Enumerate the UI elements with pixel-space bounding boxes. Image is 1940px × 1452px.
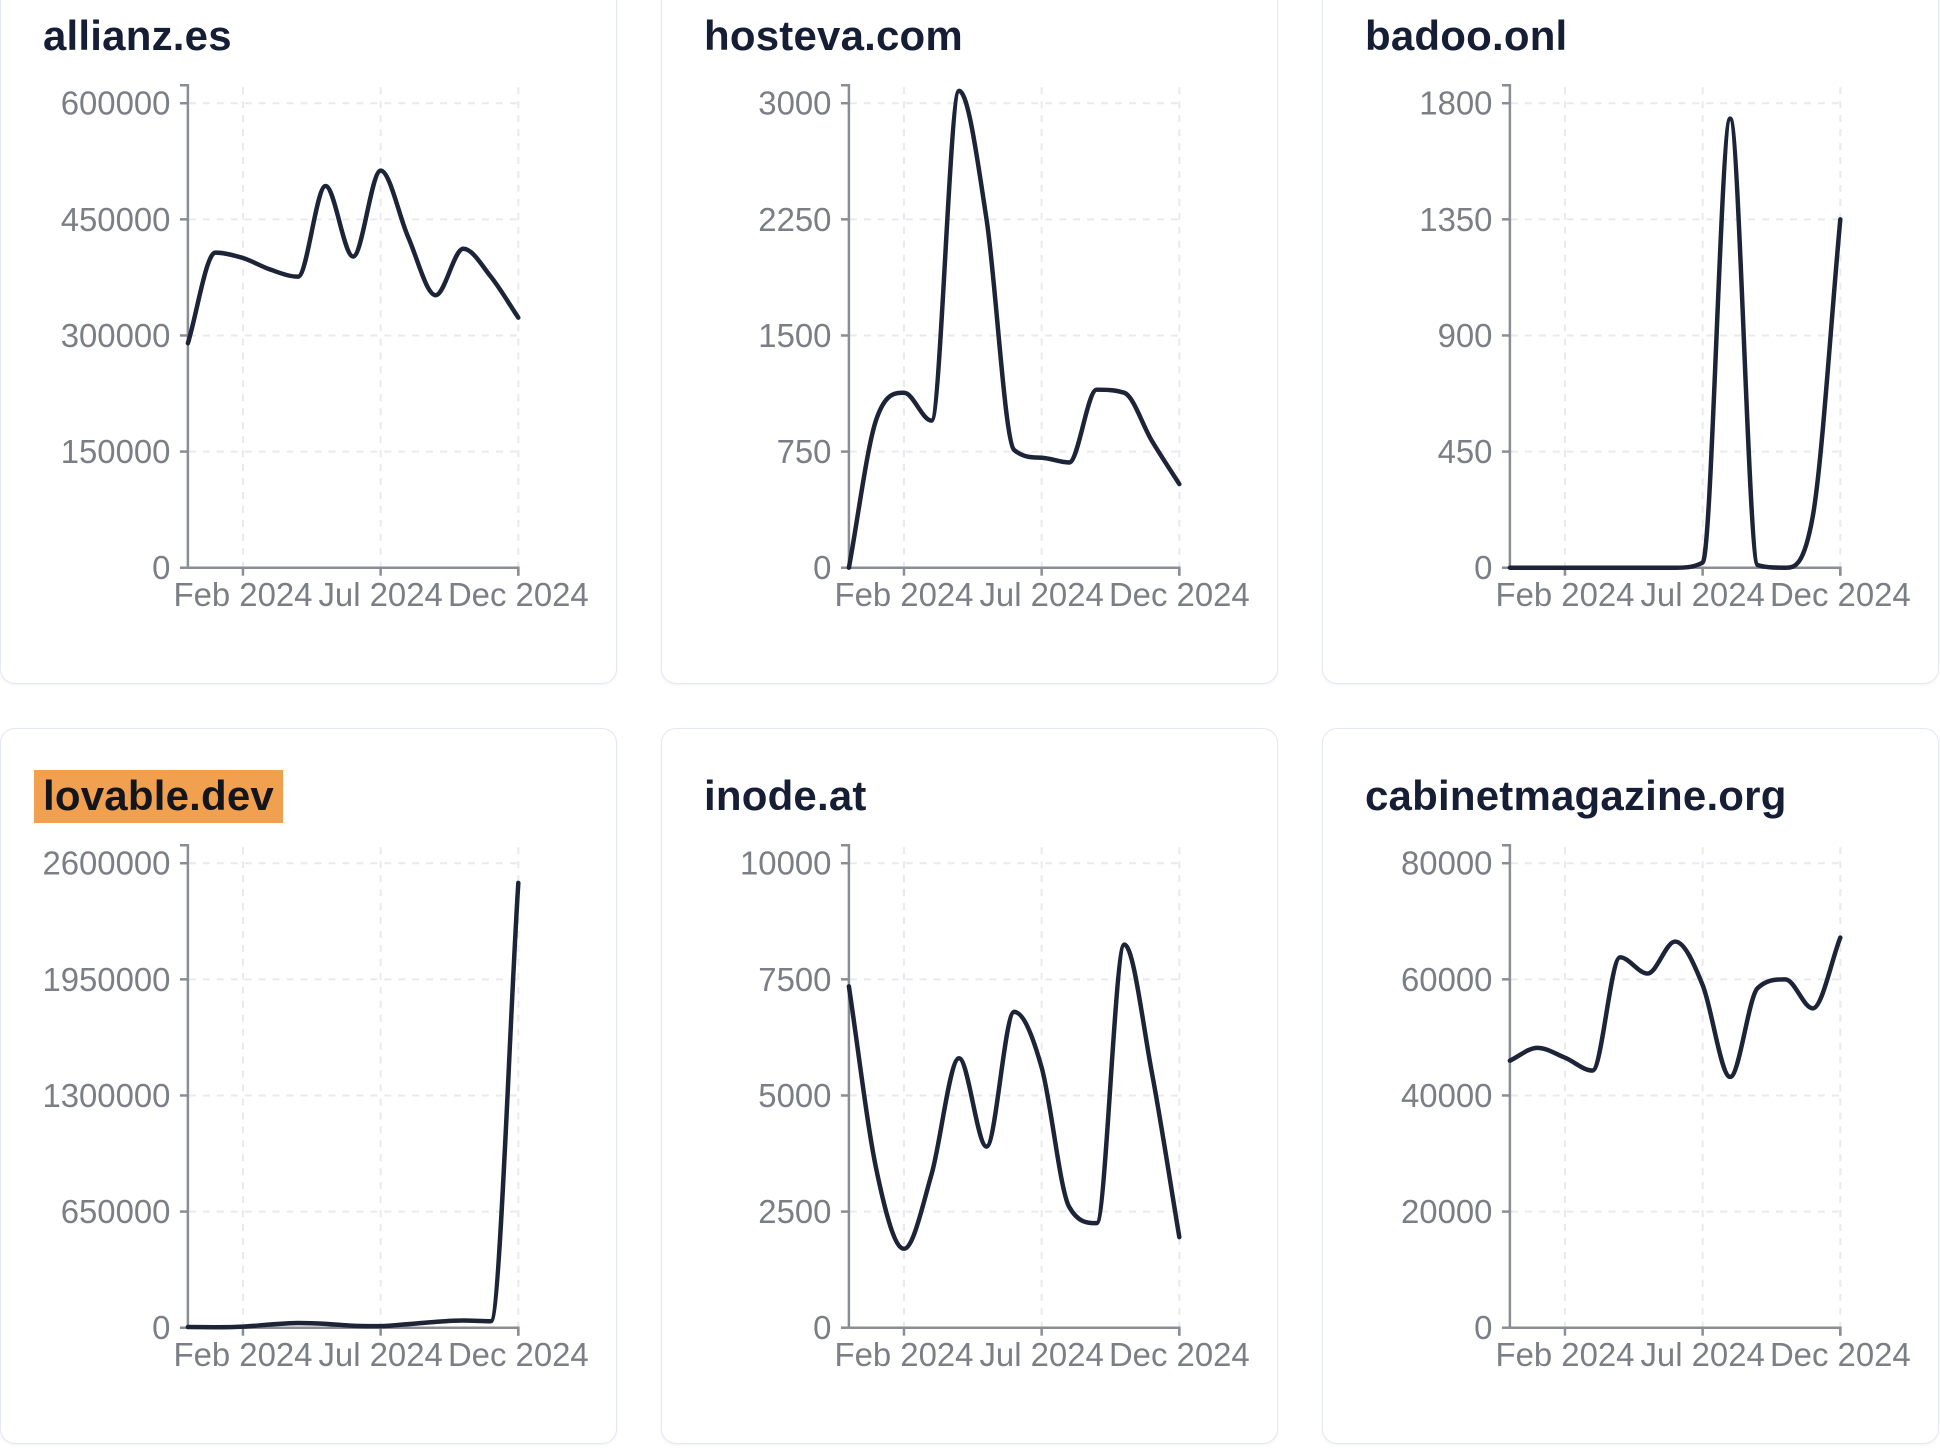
domain-traffic-card-hosteva-com[interactable]: hosteva.com 0 750 1500 2250 3000 Feb 2024 Jul …	[661, 0, 1278, 684]
domain-title-text: hosteva.com	[704, 12, 963, 59]
y-tick-label: 450	[1438, 433, 1493, 470]
domain-title: lovable.dev	[34, 770, 283, 823]
y-axis: 0 750 1500 2250 3000	[758, 84, 851, 586]
x-tick-label: Feb 2024	[1496, 1336, 1635, 1373]
y-tick-label: 1350	[1419, 201, 1492, 238]
y-tick-label: 80000	[1401, 845, 1492, 882]
y-tick-label: 900	[1438, 317, 1493, 354]
y-tick-label: 0	[152, 549, 170, 586]
y-tick-label: 0	[813, 549, 831, 586]
series-line	[1507, 116, 1843, 570]
y-tick-label: 5000	[758, 1077, 831, 1114]
series-line	[185, 880, 521, 1330]
traffic-line-chart: 0 150000 300000 450000 600000 Feb 2024 Jul 202…	[61, 84, 589, 613]
y-axis: 0 20000 40000 60000 80000	[1401, 844, 1512, 1346]
domain-title: inode.at	[704, 771, 867, 821]
y-tick-label: 0	[1474, 1309, 1492, 1346]
domain-title: badoo.onl	[1365, 11, 1567, 61]
y-tick-label: 1300000	[42, 1077, 170, 1114]
x-tick-label: Feb 2024	[835, 1336, 974, 1373]
gridlines	[188, 847, 520, 1328]
x-tick-label: Feb 2024	[835, 576, 974, 613]
y-tick-label: 60000	[1401, 961, 1492, 998]
x-axis: Feb 2024 Jul 2024 Dec 2024	[174, 566, 589, 613]
y-axis: 0 150000 300000 450000 600000	[61, 84, 190, 586]
y-tick-label: 20000	[1401, 1193, 1492, 1230]
y-axis: 0 650000 1300000 1950000 2600000	[42, 844, 190, 1346]
domain-title-text: inode.at	[704, 772, 867, 819]
domain-title-text: cabinetmagazine.org	[1365, 772, 1787, 819]
x-tick-label: Dec 2024	[1109, 1336, 1250, 1373]
traffic-line-chart: 0 20000 40000 60000 80000 Feb 2024 Jul 2024 Dec…	[1401, 844, 1911, 1373]
traffic-line-chart: 0 650000 1300000 1950000 2600000 Feb 2024 Jul …	[42, 844, 589, 1373]
domain-traffic-card-inode-at[interactable]: inode.at 0 2500 5000 7500 10000 Feb 2024 Jul 2…	[661, 728, 1278, 1444]
x-tick-label: Jul 2024	[979, 576, 1103, 613]
y-tick-label: 1950000	[42, 961, 170, 998]
series-line	[846, 88, 1182, 570]
domain-traffic-card-badoo-onl[interactable]: badoo.onl 0 450 900 1350 1800 Feb 2024 Jul 202…	[1322, 0, 1939, 684]
x-tick-label: Feb 2024	[1496, 576, 1635, 613]
x-tick-label: Jul 2024	[979, 1336, 1103, 1373]
x-axis: Feb 2024 Jul 2024 Dec 2024	[1496, 1326, 1911, 1373]
traffic-line-chart: 0 2500 5000 7500 10000 Feb 2024 Jul 2024 Dec 20…	[740, 844, 1250, 1373]
y-axis: 0 2500 5000 7500 10000	[740, 844, 851, 1346]
y-tick-label: 1500	[758, 317, 831, 354]
y-tick-label: 0	[1474, 549, 1492, 586]
x-tick-label: Dec 2024	[1770, 576, 1911, 613]
traffic-line-chart: 0 450 900 1350 1800 Feb 2024 Jul 2024 Dec 2024	[1419, 84, 1911, 613]
y-tick-label: 300000	[61, 317, 171, 354]
y-tick-label: 2250	[758, 201, 831, 238]
x-axis: Feb 2024 Jul 2024 Dec 2024	[835, 566, 1250, 613]
x-tick-label: Dec 2024	[1770, 1336, 1911, 1373]
y-tick-label: 1800	[1419, 85, 1492, 122]
y-tick-label: 7500	[758, 961, 831, 998]
y-tick-label: 2600000	[42, 845, 170, 882]
gridlines	[849, 87, 1181, 568]
x-tick-label: Jul 2024	[318, 576, 442, 613]
x-tick-label: Dec 2024	[448, 576, 589, 613]
x-tick-label: Feb 2024	[174, 1336, 313, 1373]
y-tick-label: 750	[777, 433, 832, 470]
y-tick-label: 150000	[61, 433, 171, 470]
y-tick-label: 2500	[758, 1193, 831, 1230]
x-axis: Feb 2024 Jul 2024 Dec 2024	[174, 1326, 589, 1373]
domain-title: hosteva.com	[704, 11, 963, 61]
y-tick-label: 40000	[1401, 1077, 1492, 1114]
x-tick-label: Dec 2024	[1109, 576, 1250, 613]
gridlines	[188, 87, 520, 568]
x-tick-label: Jul 2024	[1640, 1336, 1764, 1373]
domain-traffic-card-allianz-es[interactable]: allianz.es 0 150000 300000 450000 600000 Feb …	[0, 0, 617, 684]
y-tick-label: 650000	[61, 1193, 171, 1230]
series-line	[1507, 935, 1843, 1080]
traffic-line-chart: 0 750 1500 2250 3000 Feb 2024 Jul 2024 Dec 2024	[758, 84, 1250, 613]
y-tick-label: 0	[152, 1309, 170, 1346]
y-tick-label: 600000	[61, 85, 171, 122]
gridlines	[849, 847, 1181, 1328]
y-tick-label: 3000	[758, 85, 831, 122]
x-axis: Feb 2024 Jul 2024 Dec 2024	[835, 1326, 1250, 1373]
series-line	[846, 942, 1182, 1252]
domain-title: allianz.es	[43, 11, 232, 61]
x-tick-label: Feb 2024	[174, 576, 313, 613]
y-tick-label: 10000	[740, 845, 831, 882]
gridlines	[1510, 847, 1842, 1328]
y-tick-label: 0	[813, 1309, 831, 1346]
y-axis: 0 450 900 1350 1800	[1419, 84, 1512, 586]
y-tick-label: 450000	[61, 201, 171, 238]
series-line	[185, 168, 521, 346]
x-tick-label: Dec 2024	[448, 1336, 589, 1373]
domain-title-text: badoo.onl	[1365, 12, 1568, 59]
gridlines	[1510, 87, 1842, 568]
x-tick-label: Jul 2024	[1640, 576, 1764, 613]
domain-title: cabinetmagazine.org	[1365, 771, 1787, 821]
x-tick-label: Jul 2024	[318, 1336, 442, 1373]
domain-title-text: lovable.dev	[34, 770, 283, 823]
domain-traffic-card-cabinetmagazine-org[interactable]: cabinetmagazine.org 0 20000 40000 60000 8000…	[1322, 728, 1939, 1444]
domain-traffic-card-lovable-dev[interactable]: lovable.dev 0 650000 1300000 1950000 2600000…	[0, 728, 617, 1444]
x-axis: Feb 2024 Jul 2024 Dec 2024	[1496, 566, 1911, 613]
domain-title-text: allianz.es	[43, 12, 232, 59]
